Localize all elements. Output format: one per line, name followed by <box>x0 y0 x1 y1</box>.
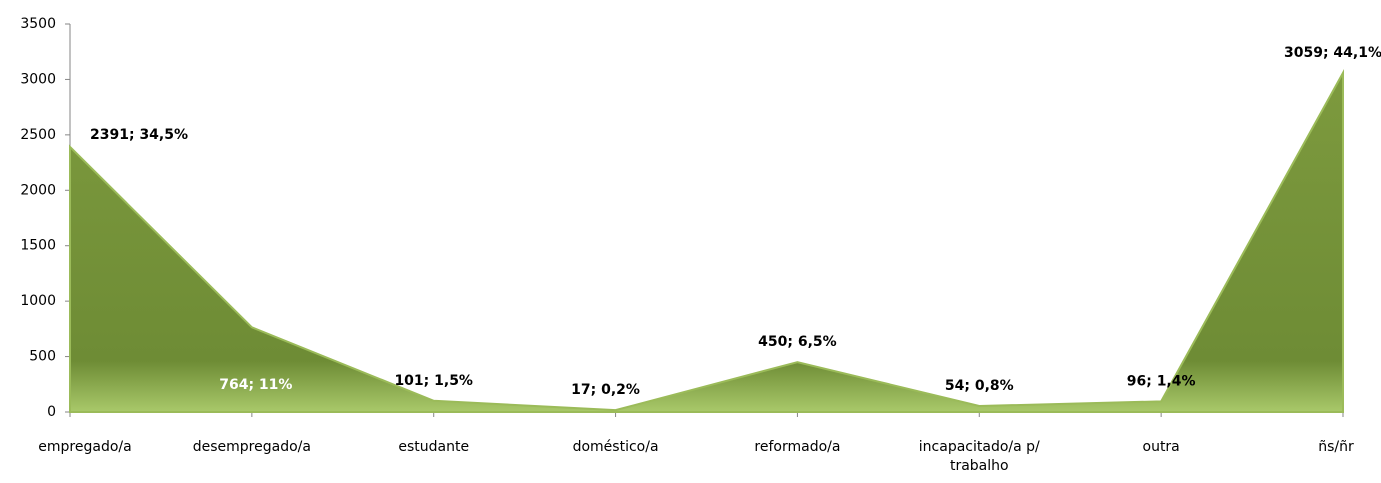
y-tick-label: 0 <box>47 404 56 420</box>
x-tick-label: doméstico/a <box>572 439 659 455</box>
y-tick-label: 3500 <box>20 16 56 32</box>
y-tick-label: 2500 <box>20 127 56 143</box>
y-tick-label: 1000 <box>20 293 56 309</box>
data-label: 764; 11% <box>219 377 292 393</box>
x-tick-label: reformado/a <box>754 439 841 455</box>
data-label: 2391; 34,5% <box>90 127 188 143</box>
data-label: 450; 6,5% <box>758 334 837 350</box>
x-tick-label: ñs/ñr <box>1318 439 1354 455</box>
y-tick-label: 500 <box>29 349 56 365</box>
x-tick-label: incapacitado/a p/ trabalho <box>918 439 1040 474</box>
x-tick-label: estudante <box>398 439 470 455</box>
x-tick-label: empregado/a <box>38 439 132 455</box>
y-tick-label: 2000 <box>20 182 56 198</box>
data-label: 101; 1,5% <box>394 373 473 389</box>
data-label: 54; 0,8% <box>945 378 1014 394</box>
area <box>69 69 1344 413</box>
data-label: 3059; 44,1% <box>1284 45 1381 61</box>
y-tick-label: 1500 <box>20 238 56 254</box>
data-label: 17; 0,2% <box>571 382 640 398</box>
x-tick-label: outra <box>1142 439 1180 455</box>
x-tick-label: desempregado/a <box>192 439 311 455</box>
y-tick-label: 3000 <box>20 71 56 87</box>
data-label: 96; 1,4% <box>1127 373 1196 389</box>
